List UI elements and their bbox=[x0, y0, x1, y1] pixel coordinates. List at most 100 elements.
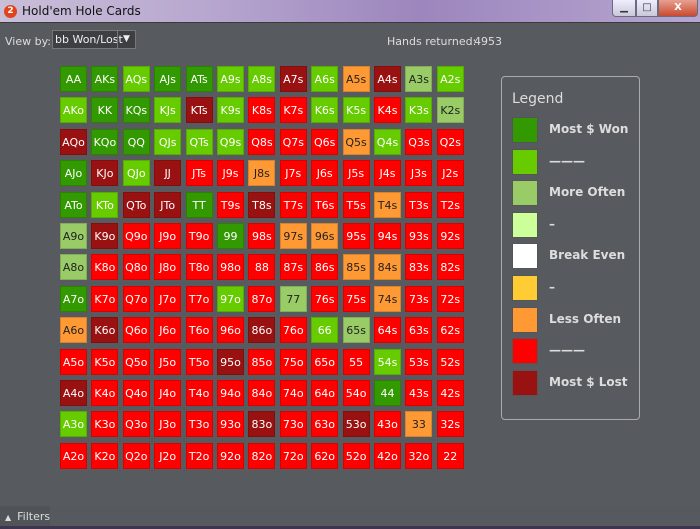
hand-cell[interactable]: 95o bbox=[217, 348, 244, 375]
hand-cell[interactable]: 64o bbox=[311, 380, 339, 406]
hand-cell[interactable]: JJ bbox=[154, 160, 182, 187]
hand-cell[interactable]: K8s bbox=[248, 97, 276, 124]
hand-cell[interactable]: 54s bbox=[374, 348, 401, 375]
hand-cell[interactable]: 72o bbox=[279, 442, 307, 469]
hand-cell[interactable]: 32s bbox=[436, 411, 464, 438]
hand-cell[interactable]: K9o bbox=[91, 223, 119, 249]
hand-cell[interactable]: 42s bbox=[436, 380, 464, 406]
hand-cell[interactable]: Q3o bbox=[122, 411, 150, 438]
hand-cell[interactable]: 52s bbox=[436, 348, 464, 375]
hand-cell[interactable]: A2o bbox=[60, 442, 87, 469]
hand-cell[interactable]: QTs bbox=[185, 128, 213, 155]
hand-cell[interactable]: J9o bbox=[154, 223, 182, 249]
hand-cell[interactable]: A8s bbox=[248, 66, 276, 92]
hand-cell[interactable]: ATs bbox=[185, 66, 213, 92]
hand-cell[interactable]: JTs bbox=[185, 160, 213, 187]
hand-cell[interactable]: T7o bbox=[185, 285, 213, 312]
hand-cell[interactable]: 94o bbox=[217, 380, 244, 406]
hand-cell[interactable]: T2s bbox=[436, 191, 464, 218]
hand-cell[interactable]: Q7s bbox=[279, 128, 307, 155]
hand-cell[interactable]: J9s bbox=[217, 160, 244, 187]
hand-cell[interactable]: ATo bbox=[60, 191, 87, 218]
hand-cell[interactable]: 82s bbox=[436, 254, 464, 281]
hand-cell[interactable]: 63o bbox=[311, 411, 339, 438]
hand-cell[interactable]: 75o bbox=[279, 348, 307, 375]
hand-cell[interactable]: 75s bbox=[342, 285, 370, 312]
hand-cell[interactable]: Q8o bbox=[122, 254, 150, 281]
hand-cell[interactable]: A7o bbox=[60, 285, 87, 312]
hand-cell[interactable]: A6s bbox=[311, 66, 339, 92]
hand-cell[interactable]: 72s bbox=[436, 285, 464, 312]
hand-cell[interactable]: A9s bbox=[217, 66, 244, 92]
hand-cell[interactable]: AKs bbox=[91, 66, 119, 92]
hand-cell[interactable]: T4o bbox=[185, 380, 213, 406]
hand-cell[interactable]: A6o bbox=[60, 317, 87, 344]
close-button[interactable]: X bbox=[658, 0, 698, 17]
hand-cell[interactable]: 42o bbox=[374, 442, 401, 469]
hand-cell[interactable]: T3o bbox=[185, 411, 213, 438]
hand-cell[interactable]: AJo bbox=[60, 160, 87, 187]
hand-cell[interactable]: Q2s bbox=[436, 128, 464, 155]
hand-cell[interactable]: Q7o bbox=[122, 285, 150, 312]
hand-cell[interactable]: T2o bbox=[185, 442, 213, 469]
hand-cell[interactable]: J3o bbox=[154, 411, 182, 438]
hand-cell[interactable]: 77 bbox=[279, 285, 307, 312]
hand-cell[interactable]: 54o bbox=[342, 380, 370, 406]
hand-cell[interactable]: 96s bbox=[311, 223, 339, 249]
hand-cell[interactable]: 44 bbox=[374, 380, 401, 406]
hand-cell[interactable]: A4o bbox=[60, 380, 87, 406]
hand-cell[interactable]: 94s bbox=[374, 223, 401, 249]
hand-cell[interactable]: K8o bbox=[91, 254, 119, 281]
hand-cell[interactable]: AQo bbox=[60, 128, 87, 155]
hand-cell[interactable]: J6s bbox=[311, 160, 339, 187]
hand-cell[interactable]: 73s bbox=[405, 285, 433, 312]
hand-cell[interactable]: KQs bbox=[122, 97, 150, 124]
hand-cell[interactable]: Q9o bbox=[122, 223, 150, 249]
hand-cell[interactable]: 93o bbox=[217, 411, 244, 438]
hand-cell[interactable]: 98o bbox=[217, 254, 244, 281]
hand-cell[interactable]: Q8s bbox=[248, 128, 276, 155]
hand-cell[interactable]: A5o bbox=[60, 348, 87, 375]
hand-cell[interactable]: T7s bbox=[279, 191, 307, 218]
hand-cell[interactable]: J5o bbox=[154, 348, 182, 375]
hand-cell[interactable]: AKo bbox=[60, 97, 87, 124]
hand-cell[interactable]: J4o bbox=[154, 380, 182, 406]
hand-cell[interactable]: AJs bbox=[154, 66, 182, 92]
hand-cell[interactable]: KTo bbox=[91, 191, 119, 218]
hand-cell[interactable]: 22 bbox=[436, 442, 464, 469]
hand-cell[interactable]: A4s bbox=[374, 66, 401, 92]
hand-cell[interactable]: 65o bbox=[311, 348, 339, 375]
hand-cell[interactable]: 83o bbox=[248, 411, 276, 438]
hand-cell[interactable]: AQs bbox=[122, 66, 150, 92]
hand-cell[interactable]: 96o bbox=[217, 317, 244, 344]
hand-cell[interactable]: K6o bbox=[91, 317, 119, 344]
hand-cell[interactable]: KTs bbox=[185, 97, 213, 124]
hand-cell[interactable]: T8o bbox=[185, 254, 213, 281]
hand-cell[interactable]: A5s bbox=[342, 66, 370, 92]
hand-cell[interactable]: Q5s bbox=[342, 128, 370, 155]
hand-cell[interactable]: 86s bbox=[311, 254, 339, 281]
hand-cell[interactable]: A7s bbox=[279, 66, 307, 92]
hand-cell[interactable]: J3s bbox=[405, 160, 433, 187]
hand-cell[interactable]: Q4o bbox=[122, 380, 150, 406]
hand-cell[interactable]: QTo bbox=[122, 191, 150, 218]
hand-cell[interactable]: 87s bbox=[279, 254, 307, 281]
hand-cell[interactable]: Q6o bbox=[122, 317, 150, 344]
view-by-dropdown[interactable]: bb Won/Lost ▼ bbox=[52, 30, 136, 49]
hand-cell[interactable]: 92s bbox=[436, 223, 464, 249]
hand-cell[interactable]: 97s bbox=[279, 223, 307, 249]
hand-cell[interactable]: 63s bbox=[405, 317, 433, 344]
hand-cell[interactable]: J4s bbox=[374, 160, 401, 187]
hand-cell[interactable]: AA bbox=[60, 66, 87, 92]
hand-cell[interactable]: 62o bbox=[311, 442, 339, 469]
hand-cell[interactable]: T3s bbox=[405, 191, 433, 218]
hand-cell[interactable]: Q5o bbox=[122, 348, 150, 375]
hand-cell[interactable]: KK bbox=[91, 97, 119, 124]
hand-cell[interactable]: J5s bbox=[342, 160, 370, 187]
hand-cell[interactable]: T8s bbox=[248, 191, 276, 218]
hand-cell[interactable]: 84o bbox=[248, 380, 276, 406]
hand-cell[interactable]: K3s bbox=[405, 97, 433, 124]
hand-cell[interactable]: Q3s bbox=[405, 128, 433, 155]
hand-cell[interactable]: JTo bbox=[154, 191, 182, 218]
hand-cell[interactable]: T9s bbox=[217, 191, 244, 218]
